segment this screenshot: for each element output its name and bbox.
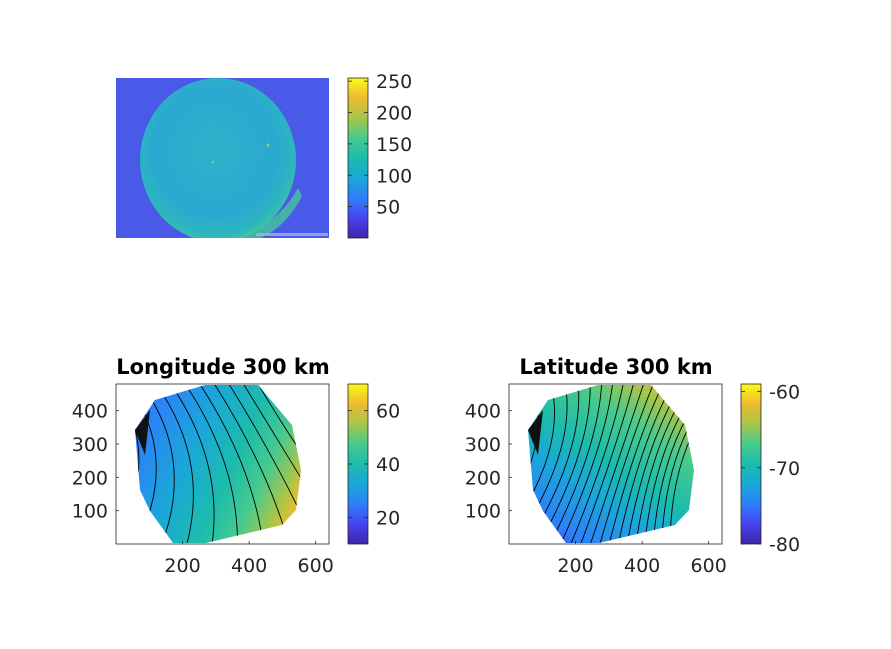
longitude-xtick-label: 600 [298,555,334,577]
longitude-xtick-label: 400 [231,555,267,577]
latitude-xtick-label: 200 [557,555,593,577]
raw-colorbar-tick-label: 250 [376,71,412,93]
longitude-ytick-label: 300 [72,434,108,456]
longitude-contour-line [167,385,215,543]
latitude-contour-line [652,385,694,543]
latitude-contour-line [598,385,656,543]
longitude-contour-line [152,385,194,543]
latitude-ytick-label: 200 [465,467,501,489]
latitude-axis-ticks: 200 400 600 100 200 300 400 [465,401,727,577]
raw-image-bright-edge [236,188,302,238]
longitude-xtick-label: 200 [164,555,200,577]
latitude-contour-line [669,385,694,543]
longitude-colorbar-tick-label: 60 [376,401,400,423]
latitude-contour-line [558,385,614,543]
latitude-ytick-label: 100 [465,501,501,523]
latitude-contour-line [588,385,646,543]
latitude-field [528,385,694,543]
latitude-contour-line [578,385,635,543]
longitude-colorbar-ticks: 20 40 60 [348,401,400,529]
longitude-contour-line [255,385,301,540]
longitude-axis-ticks: 200 400 600 100 200 300 400 [72,401,334,577]
latitude-colorbar-tick-label: -80 [769,534,800,556]
longitude-contour-line [135,385,140,543]
latitude-colorbar [740,383,762,545]
latitude-xtick-label: 600 [691,555,727,577]
latitude-ytick-label: 400 [465,401,501,423]
longitude-ytick-label: 100 [72,501,108,523]
latitude-panel: Latitude 300 km 200 400 600 100 200 300 400 -6… [465,355,800,577]
longitude-title: Longitude 300 km [116,355,330,379]
latitude-contour-line [568,385,625,543]
latitude-ytick-label: 300 [465,434,501,456]
longitude-ytick-label: 400 [72,401,108,423]
raw-image-star [266,143,270,147]
latitude-colorbar-tick-label: -60 [769,382,800,404]
raw-colorbar-tick-label: 100 [376,165,412,187]
longitude-contour-line [182,385,238,543]
raw-colorbar [347,77,369,239]
raw-colorbar-tick-label: 200 [376,103,412,125]
longitude-dark-limb [135,410,150,455]
raw-colorbar-tick-label: 50 [376,197,400,219]
raw-image-disk [140,78,296,238]
longitude-contour-line [196,385,264,543]
raw-image-timestamp [256,233,328,236]
latitude-xtick-label: 400 [624,555,660,577]
latitude-contour-line [607,385,666,543]
raw-colorbar-tick-label: 150 [376,134,412,156]
longitude-contour-line [211,385,289,542]
latitude-title: Latitude 300 km [519,355,712,379]
raw-image-panel: 50 100 150 200 250 [116,71,412,239]
latitude-contour-line [661,385,694,543]
raw-colorbar-ticks: 50 100 150 200 250 [348,71,412,219]
latitude-colorbar-tick-label: -70 [769,458,800,480]
longitude-colorbar-tick-label: 20 [376,507,400,529]
latitude-contour-line [547,385,603,543]
longitude-panel: Longitude 300 km 200 400 600 100 200 300 400 2… [72,355,400,577]
longitude-colorbar-tick-label: 40 [376,454,400,476]
latitude-dark-limb [528,410,543,455]
latitude-contour-line [528,385,568,543]
longitude-ytick-label: 200 [72,467,108,489]
longitude-contour-line [240,385,301,541]
longitude-field [135,385,301,543]
raw-image-star [211,160,215,164]
latitude-colorbar-ticks: -60 -70 -80 [741,382,800,556]
longitude-contour-line [226,385,301,542]
